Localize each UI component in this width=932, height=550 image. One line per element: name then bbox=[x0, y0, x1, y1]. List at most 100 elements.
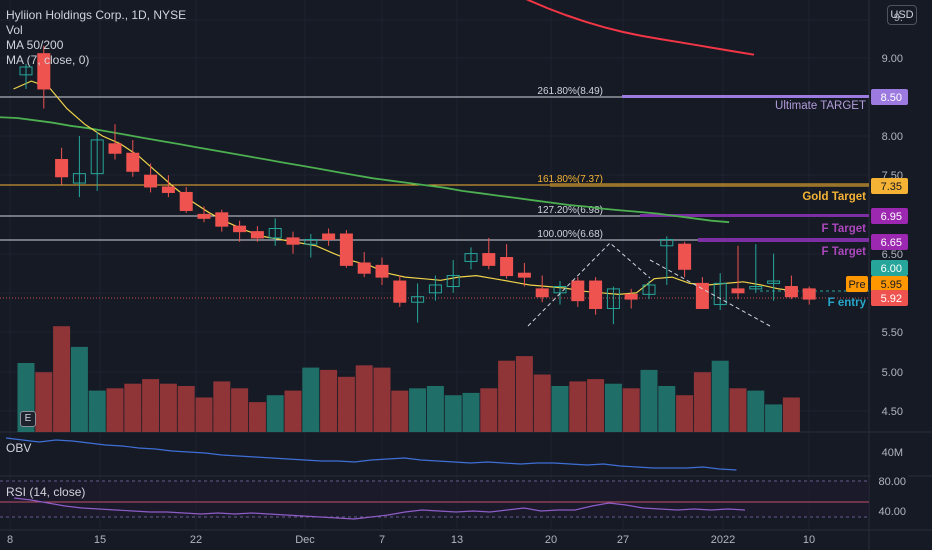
candle bbox=[108, 143, 122, 154]
candle bbox=[642, 284, 656, 295]
chart-legend: Hyliion Holdings Corp., 1D, NYSE Vol MA … bbox=[6, 8, 186, 68]
candle bbox=[606, 288, 620, 309]
volume-bar bbox=[693, 372, 711, 432]
pattern-line bbox=[649, 259, 771, 327]
time-axis-label: Dec bbox=[295, 534, 315, 546]
price-tag[interactable] bbox=[871, 260, 908, 276]
price-tag[interactable] bbox=[871, 89, 908, 105]
candle bbox=[357, 262, 371, 274]
candle bbox=[215, 212, 229, 227]
candle bbox=[268, 228, 282, 239]
price-tag[interactable] bbox=[871, 276, 908, 292]
price-tag[interactable] bbox=[871, 178, 908, 194]
indicator-ma-50-200-label[interactable]: MA 50/200 bbox=[6, 38, 64, 52]
volume-bar bbox=[53, 326, 71, 432]
candle bbox=[660, 238, 674, 247]
earnings-icon[interactable]: E bbox=[20, 411, 36, 427]
candle bbox=[802, 288, 816, 300]
candle bbox=[624, 293, 638, 300]
volume-bar bbox=[320, 369, 338, 432]
candle bbox=[428, 284, 442, 294]
price-tick-label: 6.50 bbox=[882, 249, 903, 261]
candle bbox=[55, 159, 69, 178]
price-tick-label: 9.00 bbox=[882, 53, 903, 65]
candle bbox=[37, 53, 51, 90]
currency-button[interactable]: USD bbox=[887, 5, 917, 25]
volume-bar bbox=[551, 386, 569, 432]
price-tag[interactable] bbox=[871, 290, 908, 306]
volume-bar bbox=[88, 390, 106, 432]
volume-bar bbox=[213, 381, 231, 432]
volume-bar bbox=[498, 360, 516, 432]
volume-bar bbox=[284, 390, 302, 432]
fib-level-label: 127.20%(6.98) bbox=[537, 205, 603, 216]
volume-bar bbox=[765, 404, 783, 432]
candle bbox=[411, 296, 425, 303]
candle bbox=[393, 280, 407, 303]
target-label: F entry bbox=[828, 297, 867, 309]
volume-bar bbox=[70, 346, 88, 432]
volume-bar bbox=[444, 395, 462, 432]
volume-bar bbox=[142, 379, 160, 432]
candle bbox=[304, 238, 318, 245]
rsi-tick-label: 40.00 bbox=[878, 506, 906, 518]
candle bbox=[535, 288, 549, 298]
candle bbox=[678, 243, 692, 270]
price-tag[interactable] bbox=[871, 208, 908, 224]
volume-bar bbox=[373, 367, 391, 432]
price-tag[interactable] bbox=[871, 234, 908, 250]
candle bbox=[767, 280, 781, 284]
volume-bar bbox=[747, 390, 765, 432]
rsi-band bbox=[0, 481, 869, 517]
candle bbox=[197, 213, 211, 219]
pre-market-badge bbox=[846, 276, 868, 292]
candle bbox=[250, 231, 264, 239]
rsi-pane-label[interactable]: RSI (14, close) bbox=[6, 485, 86, 499]
volume-bar bbox=[391, 390, 409, 432]
volume-bar bbox=[782, 397, 800, 432]
price-tick-label: 5.00 bbox=[882, 367, 903, 379]
target-band-gold bbox=[550, 183, 869, 187]
price-tag-label: 5.92 bbox=[881, 293, 902, 305]
price-tag-label: 6.65 bbox=[881, 237, 902, 249]
volume-bar bbox=[266, 395, 284, 432]
price-tag-label: 8.50 bbox=[881, 92, 902, 104]
volume-bar bbox=[302, 367, 320, 432]
volume-bar bbox=[106, 388, 124, 432]
volume-bar bbox=[515, 356, 533, 432]
volume-bar bbox=[569, 381, 587, 432]
candle bbox=[90, 139, 104, 175]
time-axis-label: 22 bbox=[190, 534, 202, 546]
obv-pane-label[interactable]: OBV bbox=[6, 441, 32, 455]
symbol-title[interactable]: Hyliion Holdings Corp., 1D, NYSE bbox=[6, 8, 187, 22]
time-axis-label: 10 bbox=[803, 534, 815, 546]
candle bbox=[500, 257, 514, 277]
ma50-line bbox=[0, 116, 730, 224]
ma200-line bbox=[525, 0, 755, 56]
candle bbox=[144, 174, 158, 188]
indicator-ma7-label[interactable]: MA (7, close, 0) bbox=[6, 53, 90, 67]
volume-bar bbox=[426, 386, 444, 432]
rsi-tick-label: 80.00 bbox=[878, 476, 906, 488]
candle bbox=[784, 286, 798, 298]
price-tag-label: 7.35 bbox=[881, 181, 902, 193]
volume-bar bbox=[159, 383, 177, 432]
volume-bar bbox=[195, 397, 213, 432]
price-tag-label: 5.95 bbox=[881, 279, 902, 291]
pre-market-label: Pre bbox=[848, 279, 865, 291]
volume-bar bbox=[640, 369, 658, 432]
price-tag-label: 6.95 bbox=[881, 211, 902, 223]
fib-level-label: 100.00%(6.68) bbox=[537, 229, 603, 240]
volume-bar bbox=[337, 376, 355, 432]
target-label: Gold Target bbox=[802, 191, 866, 203]
candle bbox=[695, 282, 709, 309]
volume-bar bbox=[658, 386, 676, 432]
indicator-volume-label[interactable]: Vol bbox=[6, 23, 23, 37]
rsi-tick-bg bbox=[871, 474, 908, 488]
candle bbox=[286, 237, 300, 245]
volume-bar bbox=[604, 383, 622, 432]
candle bbox=[19, 66, 33, 76]
time-axis-label: 2022 bbox=[711, 534, 735, 546]
